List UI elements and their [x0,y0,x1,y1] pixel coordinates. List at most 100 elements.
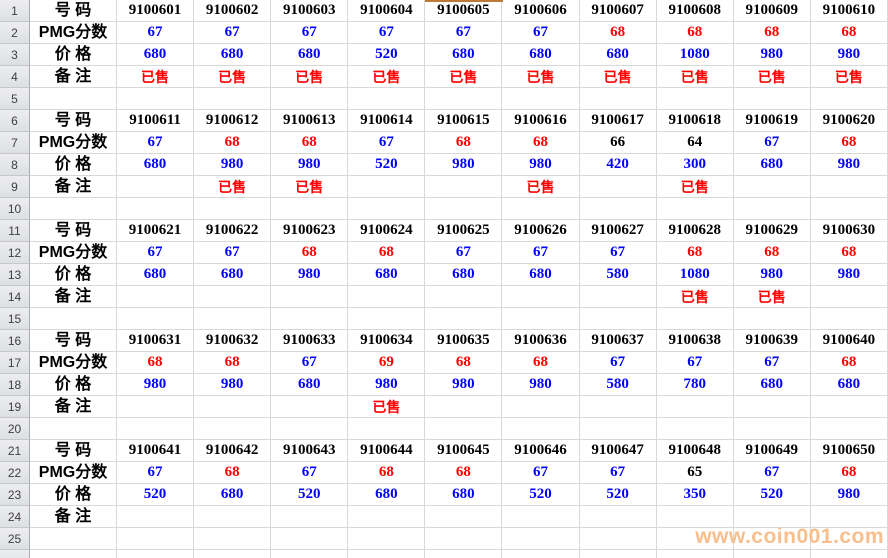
pmg-cell[interactable]: 67 [117,132,195,154]
pmg-cell[interactable]: 65 [656,462,734,484]
price-cell[interactable]: 680 [194,484,272,506]
empty-cell[interactable] [810,198,888,220]
number-cell[interactable]: 9100629 [733,220,811,242]
number-cell[interactable]: 9100618 [656,110,734,132]
remark-cell[interactable]: 已售 [656,66,734,88]
number-cell[interactable]: 9100603 [271,0,349,22]
empty-cell[interactable] [425,528,503,550]
empty-cell[interactable] [810,418,888,440]
number-cell[interactable]: 9100649 [733,440,811,462]
number-cell[interactable]: 9100636 [502,330,580,352]
price-cell[interactable]: 420 [579,154,657,176]
price-cell[interactable]: 680 [425,484,503,506]
remark-cell[interactable] [579,506,657,528]
price-cell[interactable]: 680 [733,154,811,176]
empty-cell[interactable] [579,418,657,440]
number-cell[interactable]: 9100605 [425,0,503,22]
price-cell[interactable]: 680 [425,264,503,286]
row-header[interactable]: 8 [0,154,30,176]
price-cell[interactable]: 520 [579,484,657,506]
row-header[interactable]: 21 [0,440,30,462]
pmg-cell[interactable]: 68 [271,242,349,264]
empty-cell[interactable] [656,198,734,220]
remark-cell[interactable] [810,286,888,308]
price-cell[interactable]: 520 [348,154,426,176]
remark-cell[interactable]: 已售 [733,286,811,308]
empty-cell[interactable] [579,88,657,110]
pmg-cell[interactable]: 68 [502,132,580,154]
empty-cell[interactable] [194,528,272,550]
remark-cell[interactable] [425,506,503,528]
remark-cell[interactable]: 已售 [117,66,195,88]
number-cell[interactable]: 9100622 [194,220,272,242]
pmg-cell[interactable]: 67 [733,132,811,154]
number-cell[interactable]: 9100631 [117,330,195,352]
empty-cell[interactable] [30,418,117,440]
price-cell[interactable]: 680 [117,264,195,286]
remark-cell[interactable] [425,176,503,198]
remark-cell[interactable]: 已售 [656,176,734,198]
pmg-cell[interactable]: 68 [348,462,426,484]
remark-cell[interactable]: 已售 [656,286,734,308]
number-cell[interactable]: 9100647 [579,440,657,462]
pmg-cell[interactable]: 66 [579,132,657,154]
empty-cell[interactable] [733,528,811,550]
row-header[interactable]: 12 [0,242,30,264]
empty-cell[interactable] [348,418,426,440]
number-cell[interactable]: 9100638 [656,330,734,352]
price-cell[interactable]: 980 [271,154,349,176]
empty-cell[interactable] [733,88,811,110]
row-header[interactable]: 10 [0,198,30,220]
remark-cell[interactable] [117,286,195,308]
empty-cell[interactable] [117,308,195,330]
price-cell[interactable]: 980 [810,484,888,506]
pmg-cell[interactable]: 67 [733,462,811,484]
pmg-cell[interactable]: 68 [579,22,657,44]
number-cell[interactable]: 9100621 [117,220,195,242]
pmg-cell[interactable]: 68 [810,462,888,484]
remark-cell[interactable] [502,396,580,418]
number-cell[interactable]: 9100645 [425,440,503,462]
number-cell[interactable]: 9100623 [271,220,349,242]
row-label-remark[interactable]: 备 注 [30,396,117,418]
empty-cell[interactable] [348,88,426,110]
pmg-cell[interactable]: 68 [810,352,888,374]
pmg-cell[interactable]: 68 [425,462,503,484]
pmg-cell[interactable]: 67 [348,22,426,44]
remark-cell[interactable]: 已售 [348,396,426,418]
pmg-cell[interactable]: 67 [271,22,349,44]
price-cell[interactable]: 520 [502,484,580,506]
price-cell[interactable]: 300 [656,154,734,176]
empty-cell[interactable] [194,198,272,220]
pmg-cell[interactable]: 68 [271,132,349,154]
remark-cell[interactable]: 已售 [425,66,503,88]
row-header[interactable]: 9 [0,176,30,198]
empty-cell[interactable] [657,550,734,558]
number-cell[interactable]: 9100613 [271,110,349,132]
empty-cell[interactable] [348,198,426,220]
number-cell[interactable]: 9100642 [194,440,272,462]
remark-cell[interactable] [425,286,503,308]
row-label-remark[interactable]: 备 注 [30,176,117,198]
remark-cell[interactable]: 已售 [271,66,349,88]
remark-cell[interactable] [579,176,657,198]
number-cell[interactable]: 9100608 [656,0,734,22]
empty-cell[interactable] [810,88,888,110]
remark-cell[interactable]: 已售 [194,176,272,198]
row-header[interactable]: 25 [0,528,30,550]
number-cell[interactable]: 9100648 [656,440,734,462]
row-label-remark[interactable]: 备 注 [30,506,117,528]
price-cell[interactable]: 680 [348,264,426,286]
empty-cell[interactable] [30,88,117,110]
pmg-cell[interactable]: 68 [810,22,888,44]
price-cell[interactable]: 980 [425,154,503,176]
empty-cell[interactable] [271,418,349,440]
remark-cell[interactable] [579,286,657,308]
price-cell[interactable]: 520 [733,484,811,506]
empty-cell[interactable] [194,550,272,558]
number-cell[interactable]: 9100620 [810,110,888,132]
price-cell[interactable]: 680 [810,374,888,396]
price-cell[interactable]: 980 [733,264,811,286]
pmg-cell[interactable]: 67 [348,132,426,154]
empty-cell[interactable] [579,198,657,220]
